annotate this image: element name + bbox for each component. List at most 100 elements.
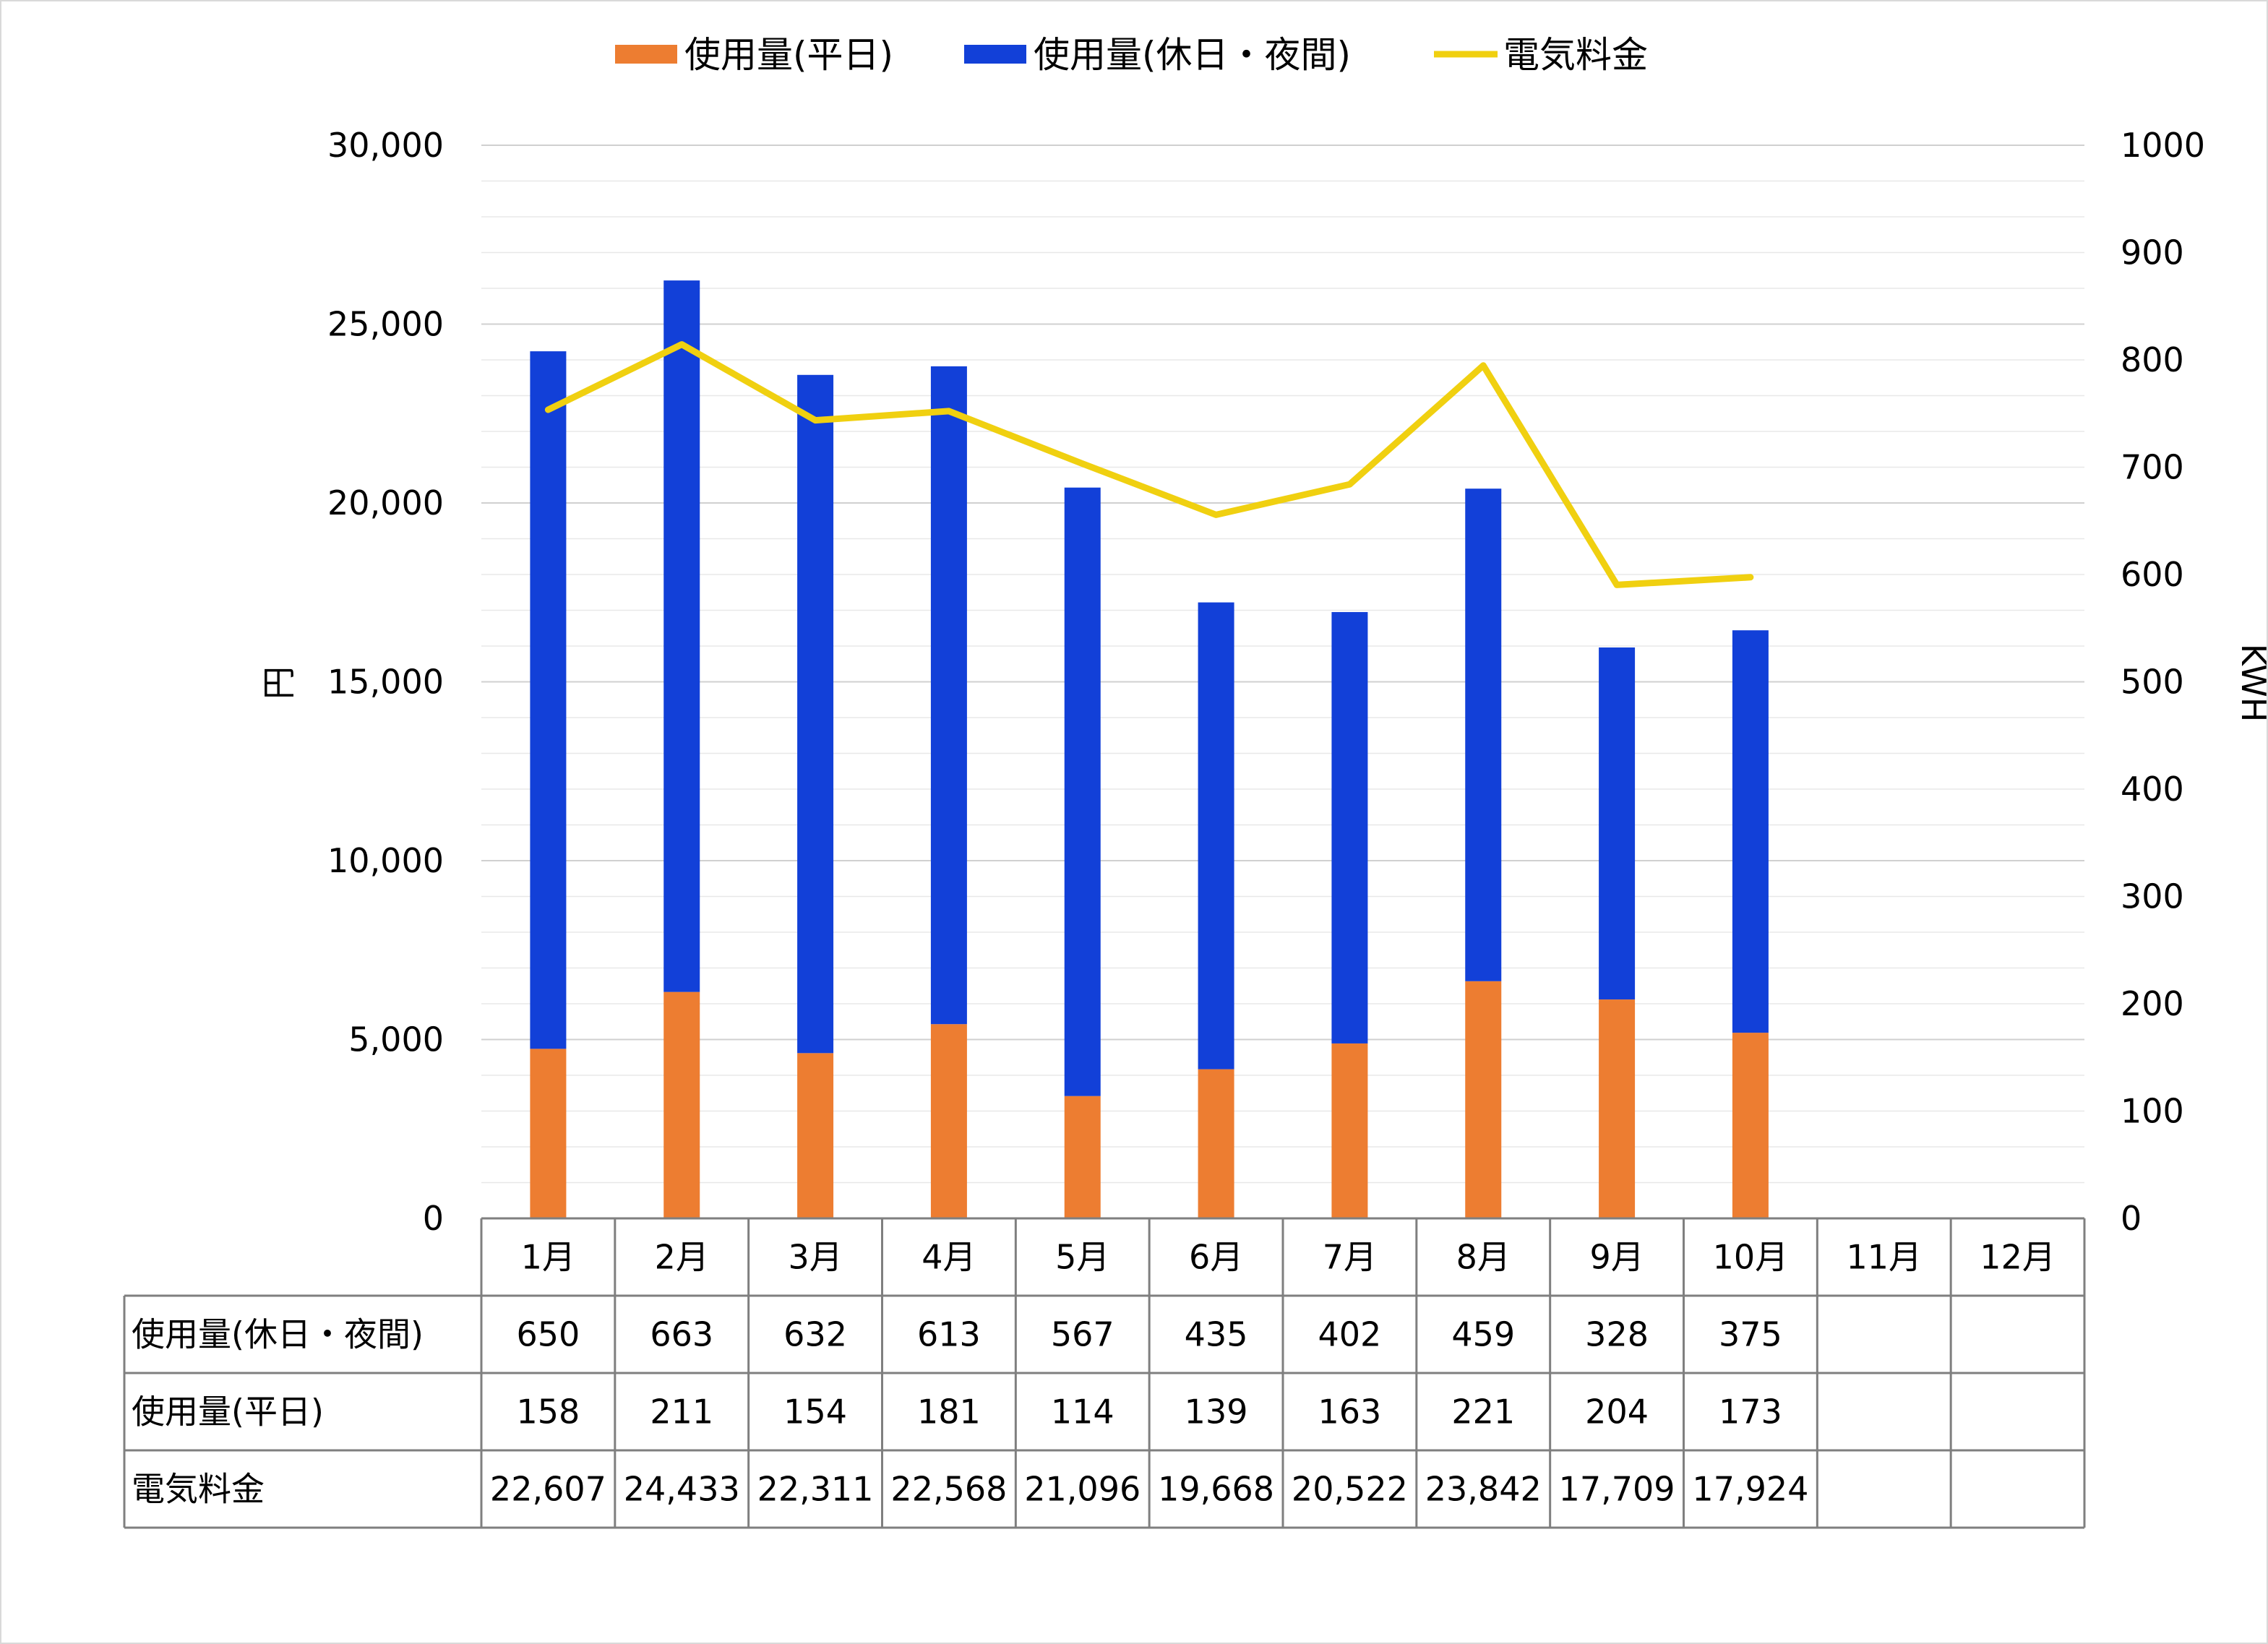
bar-holiday-night [1732,630,1769,1033]
table-category-label: 1月 [521,1238,575,1277]
left-tick-label: 25,000 [327,305,444,344]
left-tick-label: 10,000 [327,841,444,880]
bar-weekday [797,1053,834,1218]
left-axis: 0 5,000 10,000 15,000 20,000 25,000 30,000 [327,126,444,1238]
left-tick-label: 0 [423,1199,444,1238]
left-tick-label: 15,000 [327,663,444,702]
table-cell: 204 [1585,1393,1649,1432]
legend-label: 使用量(平日) [684,34,893,76]
table-cell: 328 [1585,1315,1649,1354]
table-row-label: 電気料金 [132,1470,265,1509]
table-cell: 613 [917,1315,981,1354]
table-cell: 22,568 [890,1470,1007,1509]
right-tick-label: 700 [2121,448,2184,487]
table-cell: 221 [1451,1393,1515,1432]
right-tick-label: 200 [2121,984,2184,1023]
bar-holiday-night [930,366,967,1025]
table-cell: 402 [1318,1315,1382,1354]
right-tick-label: 1000 [2121,126,2205,165]
bar-holiday-night [663,280,700,992]
price-line-path [544,341,1754,588]
right-axis: 0 100 200 300 400 500 600 700 800 900 1000 [2121,126,2205,1238]
gridlines [481,145,2084,1184]
table-cell: 114 [1051,1393,1114,1432]
legend-swatch [615,45,677,64]
table-cell: 211 [650,1393,713,1432]
price-line [544,341,1754,588]
bar-weekday [1331,1043,1368,1218]
bar-holiday-night [797,374,834,1054]
table-category-label: 2月 [655,1238,709,1277]
table-cell: 154 [783,1393,847,1432]
bar-weekday [663,991,700,1218]
table-row-label: 使用量(平日) [132,1393,324,1432]
table-cell: 139 [1185,1393,1248,1432]
right-tick-label: 600 [2121,555,2184,594]
table-category-label: 7月 [1323,1238,1377,1277]
table-cell: 21,096 [1024,1470,1141,1509]
bars [530,280,1769,1218]
table-cell: 158 [517,1393,580,1432]
legend: 使用量(平日) 使用量(休日・夜間) 電気料金 [615,34,1648,76]
right-tick-label: 0 [2121,1199,2142,1238]
table-cell: 173 [1719,1393,1782,1432]
left-tick-label: 30,000 [327,126,444,165]
table-cell: 632 [783,1315,847,1354]
bar-holiday-night [1465,489,1502,981]
table-cell: 435 [1185,1315,1248,1354]
table-category-label: 4月 [922,1238,976,1277]
left-tick-label: 20,000 [327,483,444,522]
left-axis-title: 円 [259,666,298,700]
table-category-label: 8月 [1456,1238,1511,1277]
legend-label: 電気料金 [1503,34,1648,76]
table-category-label: 10月 [1713,1238,1789,1277]
table-cell: 459 [1451,1315,1515,1354]
bar-holiday-night [1599,647,1636,1000]
table-cell: 20,522 [1292,1470,1408,1509]
right-tick-label: 100 [2121,1092,2184,1131]
table-cell: 23,842 [1425,1470,1542,1509]
bar-weekday [1732,1033,1769,1218]
table-category-label: 11月 [1846,1238,1922,1277]
left-tick-label: 5,000 [348,1020,444,1059]
bar-holiday-night [530,351,567,1049]
table-cell: 17,924 [1692,1470,1808,1509]
bar-holiday-night [1331,611,1368,1043]
bar-weekday [1465,981,1502,1218]
table-cell: 22,311 [757,1470,874,1509]
table-category-label: 9月 [1589,1238,1644,1277]
table-cell: 663 [650,1315,713,1354]
right-tick-label: 900 [2121,233,2184,272]
table-category-label: 12月 [1980,1238,2056,1277]
bar-weekday [1064,1096,1101,1218]
table-cell: 22,607 [490,1470,606,1509]
table-cell: 375 [1719,1315,1782,1354]
table-category-label: 3月 [788,1238,842,1277]
bar-weekday [530,1049,567,1218]
bar-holiday-night [1198,602,1234,1070]
legend-label: 使用量(休日・夜間) [1034,34,1351,76]
bar-holiday-night [1064,487,1101,1096]
bar-weekday [1599,999,1636,1218]
table-cell: 17,709 [1559,1470,1675,1509]
right-tick-label: 500 [2121,663,2184,702]
bar-weekday [930,1024,967,1218]
table-row-label: 使用量(休日・夜間) [132,1315,424,1354]
table-cell: 567 [1051,1315,1114,1354]
table-cell: 24,433 [624,1470,740,1509]
table-cell: 19,668 [1158,1470,1274,1509]
table-category-label: 5月 [1055,1238,1109,1277]
right-tick-label: 400 [2121,770,2184,809]
legend-swatch [964,45,1026,64]
bar-weekday [1198,1069,1234,1218]
right-tick-label: 800 [2121,340,2184,379]
right-axis-title: KWH [2234,644,2268,723]
right-tick-label: 300 [2121,877,2184,916]
table-cell: 163 [1318,1393,1382,1432]
table-category-label: 6月 [1189,1238,1243,1277]
table-cell: 181 [917,1393,981,1432]
table-cell: 650 [517,1315,580,1354]
